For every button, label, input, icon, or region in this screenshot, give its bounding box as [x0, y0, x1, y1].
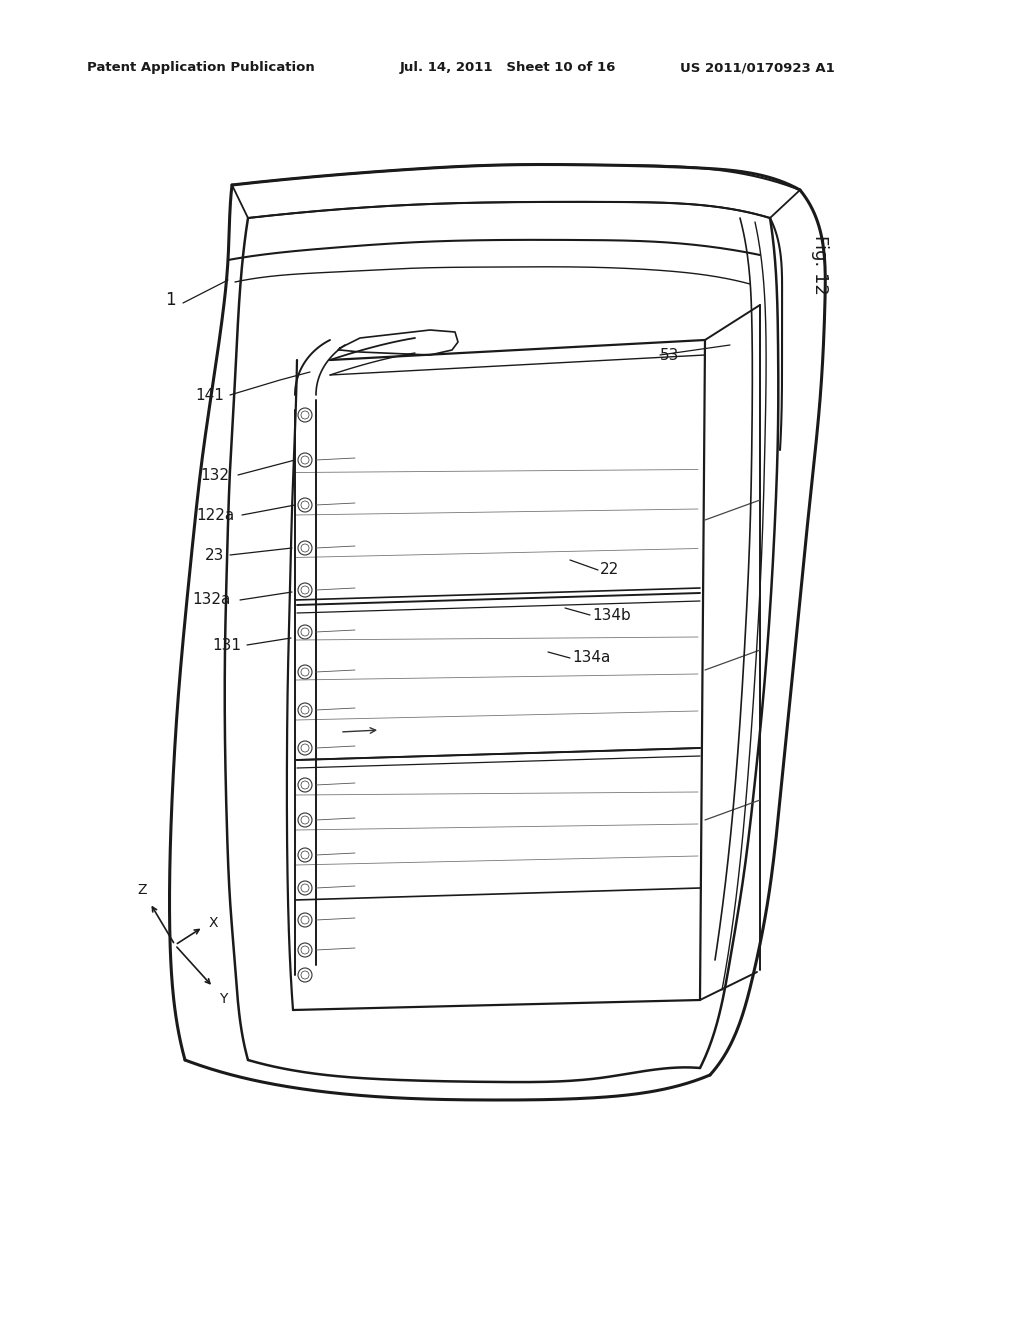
Text: Patent Application Publication: Patent Application Publication	[87, 62, 314, 74]
Text: Fig. 12: Fig. 12	[811, 235, 829, 294]
Text: US 2011/0170923 A1: US 2011/0170923 A1	[680, 62, 835, 74]
Text: 122a: 122a	[196, 507, 234, 523]
Text: 53: 53	[660, 347, 679, 363]
Text: 22: 22	[600, 562, 620, 578]
Text: 134b: 134b	[592, 607, 631, 623]
Text: 1: 1	[165, 290, 175, 309]
Text: Y: Y	[219, 993, 227, 1006]
Text: 131: 131	[212, 638, 241, 652]
Text: 134a: 134a	[572, 651, 610, 665]
Text: 141: 141	[195, 388, 224, 403]
Text: Jul. 14, 2011   Sheet 10 of 16: Jul. 14, 2011 Sheet 10 of 16	[400, 62, 616, 74]
Text: X: X	[208, 916, 218, 931]
Text: 132: 132	[200, 467, 229, 483]
Text: 23: 23	[205, 548, 224, 562]
Text: Z: Z	[137, 883, 146, 898]
Text: 132a: 132a	[193, 593, 230, 607]
